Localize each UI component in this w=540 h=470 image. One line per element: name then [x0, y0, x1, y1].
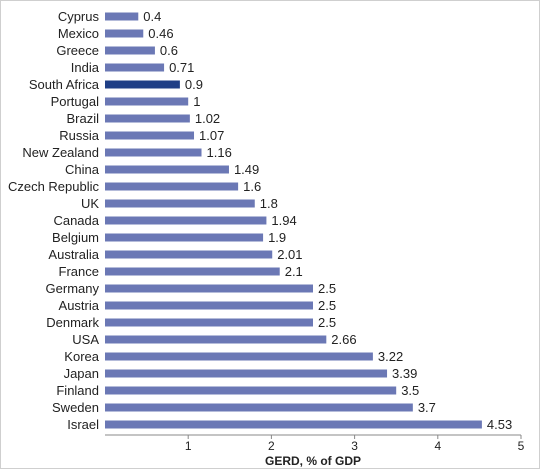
value-label-canada: 1.94: [271, 213, 296, 228]
category-label-germany: Germany: [46, 281, 100, 296]
value-label-israel: 4.53: [487, 417, 512, 432]
value-label-sweden: 3.7: [418, 400, 436, 415]
x-axis-title: GERD, % of GDP: [265, 454, 361, 468]
bar-greece: [105, 46, 155, 55]
bar-south-africa: [105, 80, 180, 89]
value-label-australia: 2.01: [277, 247, 302, 262]
x-tick-label-4: 4: [434, 439, 441, 453]
bar-new-zealand: [105, 148, 202, 157]
value-label-japan: 3.39: [392, 366, 417, 381]
bar-japan: [105, 369, 388, 378]
category-label-brazil: Brazil: [66, 111, 99, 126]
bar-czech-republic: [105, 182, 239, 191]
value-label-india: 0.71: [169, 60, 194, 75]
category-label-sweden: Sweden: [52, 400, 99, 415]
value-label-belgium: 1.9: [268, 230, 286, 245]
value-label-new-zealand: 1.16: [207, 145, 232, 160]
bar-france: [105, 267, 280, 276]
category-label-finland: Finland: [56, 383, 99, 398]
bar-canada: [105, 216, 267, 225]
category-label-new-zealand: New Zealand: [22, 145, 99, 160]
value-label-china: 1.49: [234, 162, 259, 177]
bar-uk: [105, 199, 255, 208]
value-label-south-africa: 0.9: [185, 77, 203, 92]
bars: [105, 12, 482, 429]
value-labels: 0.4 0.46 0.6 0.71 0.9 1 1.02 1.07 1.161.49 1.6 1.8…: [143, 9, 512, 432]
category-label-greece: Greece: [56, 43, 99, 58]
category-label-denmark: Denmark: [46, 315, 99, 330]
value-label-greece: 0.6: [160, 43, 178, 58]
x-tick-label-3: 3: [351, 439, 358, 453]
value-label-mexico: 0.46: [148, 26, 173, 41]
bar-portugal: [105, 97, 189, 106]
bar-korea: [105, 352, 373, 361]
x-axis: 1 2 3 4 5: [105, 434, 525, 453]
category-label-czech-republic: Czech Republic: [8, 179, 100, 194]
value-label-brazil: 1.02: [195, 111, 220, 126]
category-label-uk: UK: [81, 196, 99, 211]
bar-austria: [105, 301, 313, 310]
value-label-czech-republic: 1.6: [243, 179, 261, 194]
bar-cyprus: [105, 12, 139, 21]
bar-australia: [105, 250, 273, 259]
value-label-finland: 3.5: [401, 383, 419, 398]
x-tick-label-2: 2: [268, 439, 275, 453]
x-tick-label-1: 1: [185, 439, 192, 453]
category-labels: Cyprus Mexico Greece India South Africa Portu…: [8, 9, 100, 432]
category-label-canada: Canada: [53, 213, 99, 228]
bar-brazil: [105, 114, 190, 123]
category-label-india: India: [71, 60, 100, 75]
x-tick-label-5: 5: [518, 439, 525, 453]
bar-israel: [105, 420, 482, 429]
category-label-japan: Japan: [64, 366, 99, 381]
value-label-austria: 2.5: [318, 298, 336, 313]
value-label-france: 2.1: [285, 264, 303, 279]
category-label-china: China: [65, 162, 100, 177]
category-label-usa: USA: [72, 332, 99, 347]
value-label-denmark: 2.5: [318, 315, 336, 330]
bar-sweden: [105, 403, 413, 412]
value-label-russia: 1.07: [199, 128, 224, 143]
value-label-uk: 1.8: [260, 196, 278, 211]
bar-germany: [105, 284, 313, 293]
bar-denmark: [105, 318, 313, 327]
category-label-mexico: Mexico: [58, 26, 99, 41]
category-label-korea: Korea: [64, 349, 99, 364]
category-label-austria: Austria: [59, 298, 100, 313]
value-label-korea: 3.22: [378, 349, 403, 364]
value-label-germany: 2.5: [318, 281, 336, 296]
value-label-cyprus: 0.4: [143, 9, 161, 24]
category-label-australia: Australia: [48, 247, 99, 262]
category-label-france: France: [59, 264, 99, 279]
category-label-cyprus: Cyprus: [58, 9, 100, 24]
bar-mexico: [105, 29, 144, 38]
category-label-portugal: Portugal: [51, 94, 100, 109]
bar-india: [105, 63, 165, 72]
bar-russia: [105, 131, 195, 140]
value-label-usa: 2.66: [331, 332, 356, 347]
bar-china: [105, 165, 229, 174]
category-label-israel: Israel: [67, 417, 99, 432]
category-label-south-africa: South Africa: [29, 77, 100, 92]
category-label-russia: Russia: [59, 128, 100, 143]
bar-usa: [105, 335, 327, 344]
bar-finland: [105, 386, 397, 395]
category-label-belgium: Belgium: [52, 230, 99, 245]
bar-belgium: [105, 233, 264, 242]
value-label-portugal: 1: [193, 94, 200, 109]
